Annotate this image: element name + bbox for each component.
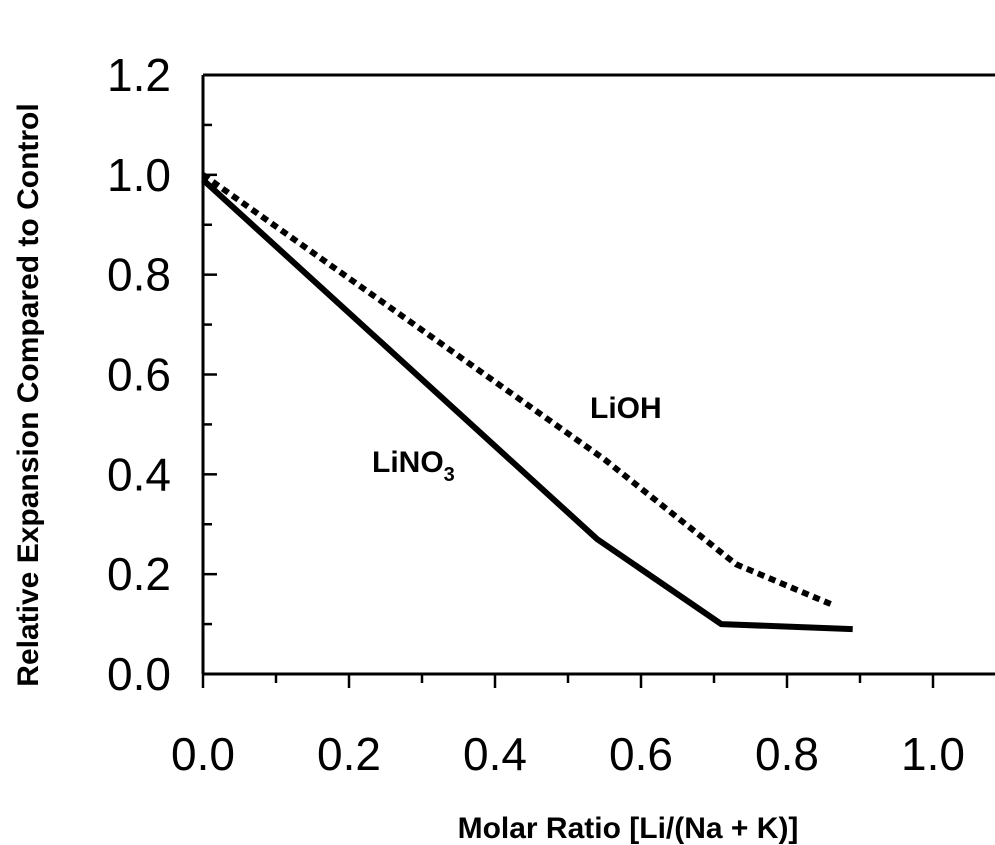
y-tick-label: 0.0 bbox=[107, 648, 171, 700]
series-label-lino3: LiNO3 bbox=[372, 446, 455, 486]
y-axis-title: Relative Expansion Compared to Control bbox=[12, 103, 45, 686]
series-label-lino3-subscript: 3 bbox=[444, 464, 455, 486]
series-line-lioh bbox=[201, 172, 832, 607]
x-tick-label: 0.8 bbox=[755, 728, 819, 780]
x-tick-label: 0.6 bbox=[609, 728, 673, 780]
series-line-lino3 bbox=[200, 177, 853, 633]
series bbox=[200, 172, 853, 633]
y-tick-label: 0.4 bbox=[107, 448, 171, 500]
y-tick-label: 0.8 bbox=[107, 249, 171, 301]
y-tick-label: 0.2 bbox=[107, 548, 171, 600]
ticks bbox=[201, 73, 935, 688]
axes bbox=[201, 73, 995, 676]
y-tick-label: 1.0 bbox=[107, 149, 171, 201]
tick-labels: 0.0 0.2 0.4 0.6 0.8 1.0 1.2 0.0 0.2 0.4 0.6 0.8 1.0 bbox=[107, 49, 965, 780]
x-tick-label: 0.0 bbox=[171, 728, 235, 780]
series-label-lino3-main: LiNO bbox=[372, 446, 444, 479]
x-axis-title: Molar Ratio [Li/(Na + K)] bbox=[458, 812, 799, 845]
x-tick-label: 1.0 bbox=[901, 728, 965, 780]
x-tick-label: 0.4 bbox=[463, 728, 527, 780]
y-tick-label: 1.2 bbox=[107, 49, 171, 101]
x-tick-label: 0.2 bbox=[317, 728, 381, 780]
y-tick-label: 0.6 bbox=[107, 349, 171, 401]
series-label-lioh: LiOH bbox=[590, 392, 662, 425]
